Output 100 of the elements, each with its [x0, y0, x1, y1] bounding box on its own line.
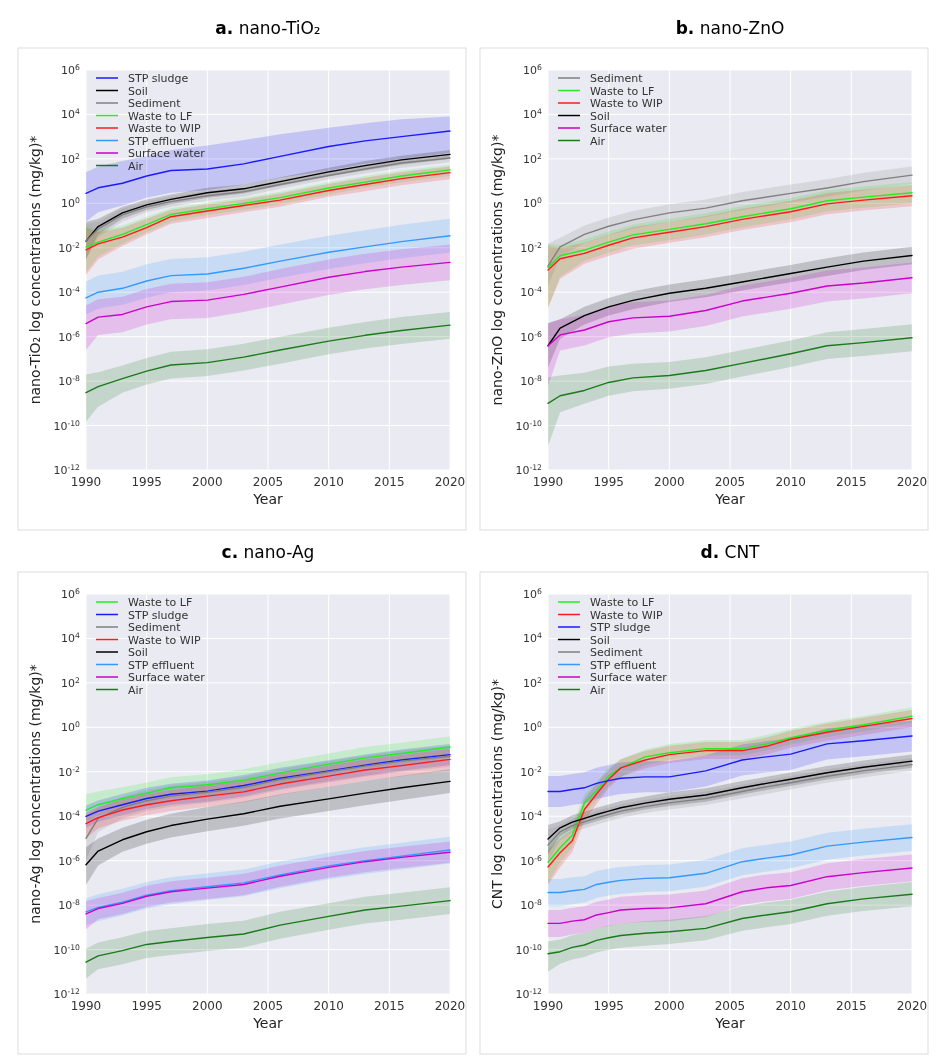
- y-tick-label: 10$^{-12}$: [515, 462, 543, 477]
- x-tick-label: 2015: [836, 999, 867, 1013]
- x-axis-title: Year: [252, 1015, 284, 1031]
- y-tick-label: 10$^{-12}$: [53, 986, 81, 1001]
- line-series: [547, 277, 913, 347]
- y-tick-label: 10$^{-2}$: [58, 240, 81, 255]
- line-series: [85, 746, 451, 811]
- legend-label: Waste to LF: [590, 596, 655, 609]
- legend-label: Sediment: [128, 621, 182, 634]
- chart-title: b. nano-ZnO: [675, 18, 785, 38]
- legend-label: STP effluent: [128, 134, 195, 148]
- line-series: [85, 899, 451, 963]
- x-tick-label: 1990: [532, 999, 564, 1013]
- x-tick-label: 1990: [70, 475, 102, 489]
- y-tick-label: 10$^{-2}$: [58, 764, 81, 779]
- x-axis-title: Year: [714, 1015, 746, 1031]
- line-series: [85, 758, 451, 825]
- line-series: [547, 867, 913, 925]
- y-tick-label: 10$^{2}$: [523, 675, 543, 690]
- line-series: [85, 130, 451, 195]
- line-series: [547, 836, 913, 894]
- y-tick-label: 10$^{4}$: [61, 630, 81, 646]
- legend-label: Waste to WIP: [590, 97, 663, 110]
- y-tick-label: 10$^{2}$: [61, 151, 81, 166]
- x-tick-label: 1995: [593, 475, 624, 489]
- x-tick-label: 2005: [252, 475, 284, 489]
- y-tick-label: 10$^{0}$: [523, 719, 543, 735]
- y-axis-title: nano-TiO₂ log concentrations (mg/kg)*: [27, 135, 43, 405]
- chart-title: d. CNT: [700, 542, 761, 562]
- y-tick-label: 10$^{6}$: [523, 586, 543, 601]
- y-tick-label: 10$^{-4}$: [58, 808, 81, 824]
- line-series: [85, 234, 451, 299]
- y-tick-label: 10$^{-12}$: [515, 986, 543, 1001]
- legend-label: STP sludge: [128, 608, 189, 622]
- line-series: [85, 324, 451, 394]
- x-tick-label: 2000: [192, 999, 223, 1013]
- y-axis-title: nano-ZnO log concentrations (mg/kg)*: [489, 134, 505, 406]
- x-tick-label: 1990: [532, 475, 564, 489]
- x-tick-label: 2010: [775, 999, 806, 1013]
- x-tick-label: 2015: [374, 999, 405, 1013]
- y-tick-label: 10$^{-8}$: [520, 897, 543, 913]
- y-tick-label: 10$^{-4}$: [58, 284, 81, 300]
- y-tick-label: 10$^{-10}$: [53, 942, 81, 957]
- line-series: [547, 174, 913, 267]
- legend-label: Soil: [590, 109, 610, 123]
- legend-label: Waste to WIP: [590, 608, 663, 622]
- legend-label: Air: [128, 159, 144, 173]
- x-tick-label: 2010: [775, 475, 806, 489]
- x-axis-title: Year: [252, 491, 284, 507]
- legend-label: Waste to LF: [128, 596, 193, 609]
- legend-label: Air: [590, 134, 606, 148]
- x-tick-label: 1995: [593, 999, 624, 1013]
- x-tick-label: 2000: [654, 999, 685, 1013]
- x-tick-label: 2015: [836, 475, 867, 489]
- x-tick-label: 2020: [896, 475, 928, 489]
- x-tick-label: 2020: [434, 999, 466, 1013]
- y-tick-label: 10$^{-6}$: [520, 329, 543, 344]
- legend-label: STP sludge: [128, 72, 189, 85]
- x-tick-label: 2005: [252, 999, 284, 1013]
- y-tick-label: 10$^{-12}$: [53, 462, 81, 477]
- y-axis-title: CNT log concentrations (mg/kg)*: [489, 679, 505, 909]
- x-tick-label: 1990: [70, 999, 102, 1013]
- line-series: [547, 893, 913, 955]
- line-series: [547, 735, 913, 793]
- y-tick-label: 10$^{6}$: [61, 586, 81, 601]
- x-tick-label: 2005: [714, 999, 746, 1013]
- y-tick-label: 10$^{4}$: [523, 106, 543, 122]
- x-tick-label: 2010: [313, 999, 344, 1013]
- y-tick-label: 10$^{4}$: [61, 106, 81, 122]
- x-tick-label: 2000: [654, 475, 685, 489]
- legend-label: Surface water: [128, 671, 206, 684]
- legend-label: Waste to WIP: [128, 633, 201, 647]
- y-tick-label: 10$^{6}$: [61, 62, 81, 77]
- line-series: [85, 753, 451, 818]
- x-tick-label: 1995: [131, 475, 162, 489]
- y-tick-label: 10$^{0}$: [523, 195, 543, 211]
- legend-label: Soil: [128, 646, 148, 659]
- x-tick-label: 2020: [434, 475, 466, 489]
- legend-label: Surface water: [590, 671, 668, 684]
- y-tick-label: 10$^{-8}$: [58, 897, 81, 913]
- legend-label: STP sludge: [590, 621, 651, 634]
- y-tick-label: 10$^{-6}$: [58, 853, 81, 868]
- legend-label: Waste to LF: [128, 109, 193, 123]
- y-tick-label: 10$^{4}$: [523, 630, 543, 646]
- chart-title: c. nano-Ag: [221, 542, 315, 562]
- y-tick-label: 10$^{2}$: [61, 675, 81, 690]
- x-tick-label: 1995: [131, 999, 162, 1013]
- y-tick-label: 10$^{-2}$: [520, 240, 543, 255]
- legend-label: STP effluent: [128, 658, 195, 672]
- y-tick-label: 10$^{-4}$: [520, 284, 543, 300]
- y-tick-label: 10$^{6}$: [523, 62, 543, 77]
- x-tick-label: 2010: [313, 475, 344, 489]
- x-tick-label: 2000: [192, 475, 223, 489]
- y-tick-label: 10$^{-10}$: [515, 418, 543, 433]
- x-tick-label: 2005: [714, 475, 746, 489]
- y-tick-label: 10$^{-6}$: [520, 853, 543, 868]
- legend-label: Surface water: [590, 122, 668, 135]
- y-tick-label: 10$^{-8}$: [58, 373, 81, 389]
- line-series: [85, 780, 451, 866]
- legend-label: Air: [128, 683, 144, 697]
